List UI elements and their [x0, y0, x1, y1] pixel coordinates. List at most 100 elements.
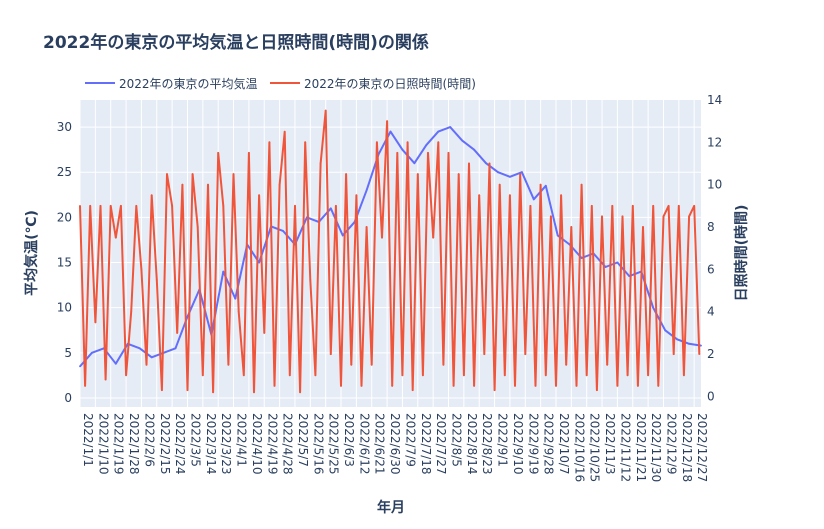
x-tick-label: 2022/12/18 — [680, 413, 694, 482]
data-point — [449, 126, 452, 128]
x-tick-label: 2022/4/10 — [250, 413, 264, 475]
y-left-tick-label: 5 — [64, 346, 72, 360]
data-point — [396, 152, 399, 154]
data-point — [575, 384, 578, 387]
data-point — [234, 297, 237, 300]
data-point — [478, 194, 481, 197]
legend-label-temp: 2022年の東京の平均気温 — [119, 76, 258, 91]
legend-item-temp[interactable]: 2022年の東京の平均気温 — [85, 76, 258, 91]
data-point — [700, 344, 702, 347]
series-layer — [79, 109, 702, 394]
data-point — [340, 384, 342, 387]
data-point — [355, 194, 358, 197]
data-point — [488, 162, 491, 165]
x-tick-label: 2022/9/10 — [511, 413, 525, 475]
y-right-tick-label: 0 — [707, 389, 715, 403]
data-point — [94, 321, 97, 324]
data-point — [483, 353, 486, 355]
data-point — [473, 148, 475, 151]
x-tick-label: 2022/10/25 — [588, 413, 602, 482]
data-point — [534, 384, 537, 387]
data-point — [693, 205, 696, 207]
data-point — [529, 205, 532, 207]
y-right-tick-label: 2 — [707, 347, 715, 361]
data-point — [217, 152, 220, 154]
data-point — [201, 374, 204, 377]
data-point — [447, 152, 450, 154]
data-point — [329, 207, 332, 210]
data-point — [273, 384, 276, 387]
data-point — [242, 374, 245, 377]
data-point — [294, 205, 296, 207]
y-right-tick-label: 12 — [707, 135, 722, 149]
data-point — [79, 205, 81, 207]
data-point — [401, 148, 404, 151]
x-tick-label: 2022/3/5 — [188, 413, 202, 467]
data-point — [212, 391, 215, 394]
x-tick-label: 2022/11/30 — [649, 413, 663, 482]
data-point — [503, 374, 506, 377]
data-point — [514, 384, 516, 387]
series-line-1 — [79, 109, 701, 394]
data-point — [196, 226, 199, 228]
x-tick-label: 2022/11/21 — [634, 413, 648, 482]
data-point — [278, 183, 281, 186]
data-point — [145, 363, 148, 366]
data-point — [304, 141, 307, 144]
data-point — [155, 279, 158, 281]
x-tick-label: 2022/6/3 — [342, 413, 356, 467]
x-tick-label: 2022/10/16 — [572, 413, 586, 482]
data-point — [335, 205, 337, 207]
data-point — [606, 363, 609, 366]
x-tick-label: 2022/1/28 — [127, 413, 141, 475]
data-point — [125, 374, 127, 377]
data-point — [268, 141, 271, 144]
x-tick-label: 2022/1/19 — [112, 413, 126, 475]
data-point — [381, 236, 383, 239]
data-point — [616, 261, 619, 264]
axes: 0 5 10 15 20 25 30 0 2 4 6 8 10 12 14 2022/1/1 2022/1/10… — [57, 93, 723, 482]
data-point — [130, 310, 133, 313]
x-tick-label: 2022/8/23 — [480, 413, 494, 475]
y-left-tick-label: 15 — [57, 256, 72, 270]
data-point — [341, 234, 344, 237]
data-point — [406, 141, 409, 144]
x-tick-label: 2022/1/1 — [81, 413, 95, 467]
data-point — [637, 384, 639, 387]
data-point — [677, 205, 680, 207]
data-point — [138, 347, 141, 350]
y-right-tick-label: 4 — [707, 305, 715, 319]
data-point — [427, 152, 429, 154]
data-point — [288, 374, 291, 377]
data-point — [621, 215, 624, 218]
data-point — [248, 152, 250, 154]
legend: 2022年の東京の平均気温 2022年の東京の日照時間(時間) — [85, 76, 476, 91]
data-point — [120, 205, 122, 207]
data-point — [237, 310, 240, 313]
data-point — [389, 130, 392, 133]
y-right-tick-label: 8 — [707, 220, 715, 234]
data-point — [473, 384, 475, 387]
data-point — [345, 173, 347, 176]
data-point — [532, 198, 535, 201]
data-point — [174, 347, 177, 350]
data-point — [222, 270, 225, 273]
data-point — [452, 384, 455, 387]
data-point — [150, 356, 153, 359]
data-point — [416, 173, 419, 176]
data-point — [258, 261, 260, 264]
data-point — [191, 173, 194, 176]
legend-label-sun: 2022年の東京の日照時間(時間) — [304, 77, 476, 91]
x-axis-title: 年月 — [377, 499, 405, 516]
x-tick-label: 2022/11/12 — [618, 413, 632, 482]
y-right-tick-label: 6 — [707, 262, 715, 276]
legend-item-sun[interactable]: 2022年の東京の日照時間(時間) — [270, 77, 476, 91]
data-point — [324, 109, 327, 112]
x-tick-label: 2022/8/14 — [465, 413, 479, 475]
x-tick-label: 2022/1/10 — [96, 413, 110, 475]
data-point — [631, 205, 634, 207]
data-point — [365, 189, 368, 192]
data-point — [642, 226, 644, 228]
data-point — [365, 226, 368, 228]
